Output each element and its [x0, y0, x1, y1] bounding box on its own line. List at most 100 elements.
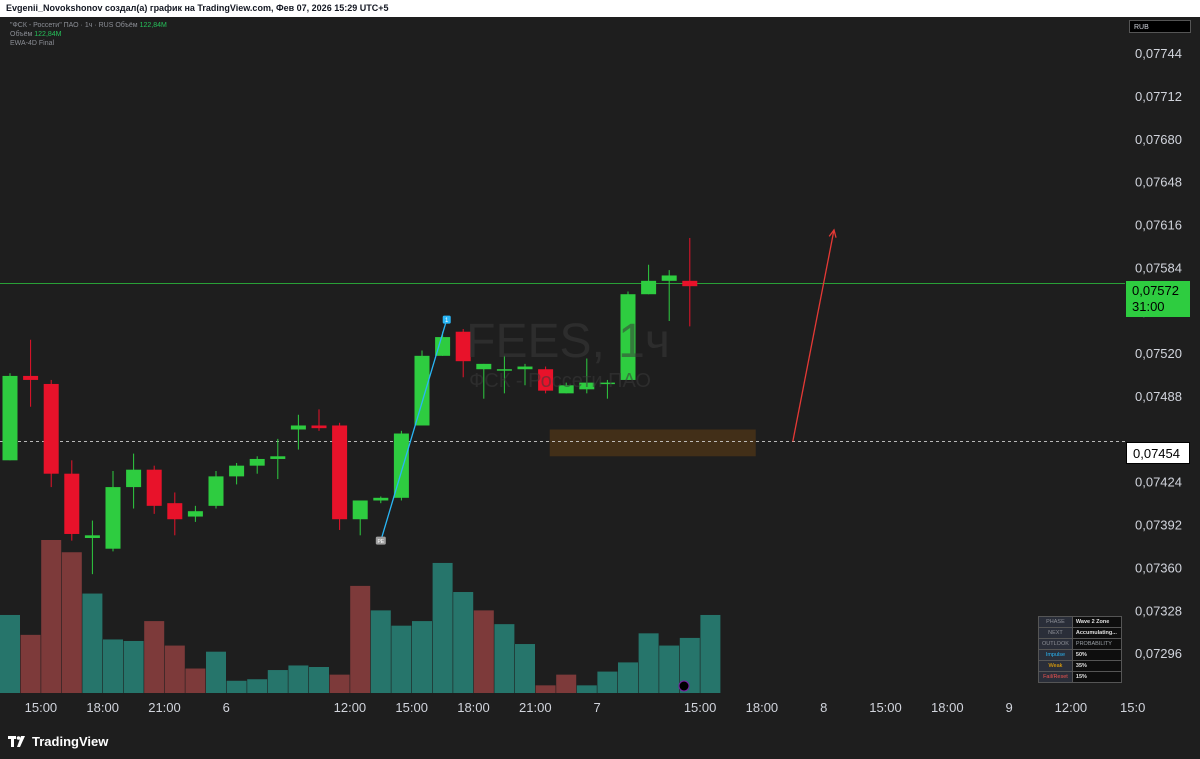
volume-bar — [123, 640, 144, 693]
price-tick-label: 0,07680 — [1135, 132, 1182, 147]
candle-body — [393, 433, 409, 498]
info-row-next: NEXT Accumulating... — [1038, 627, 1122, 639]
volume-bar — [576, 685, 597, 693]
candle-body — [538, 369, 554, 391]
candle-body — [682, 280, 698, 287]
volume-bar — [206, 651, 226, 693]
volume-bar — [391, 625, 412, 693]
volume-bar — [247, 679, 268, 693]
volume-bar — [432, 562, 453, 693]
price-tick-label: 0,07616 — [1135, 218, 1182, 233]
volume-bar — [329, 674, 350, 693]
volume-bar — [535, 685, 556, 693]
time-tick-label: 21:00 — [519, 700, 552, 715]
currency-badge[interactable]: RUB — [1129, 20, 1191, 33]
volume-bar — [82, 593, 103, 693]
candle-body — [249, 458, 265, 466]
info-table: PHASE Wave 2 Zone NEXT Accumulating... OUT… — [1038, 616, 1122, 683]
candle-body — [84, 535, 100, 538]
candle-body — [270, 456, 286, 459]
time-tick-label: 8 — [820, 700, 827, 715]
level-price-tag: 0,07454 — [1126, 442, 1190, 464]
target-zone — [549, 429, 756, 457]
watermark-symbol: FEES, 1ч — [466, 315, 670, 368]
candle-body — [517, 366, 533, 370]
tradingview-logo[interactable]: TradingView — [8, 734, 108, 749]
tradingview-brand: TradingView — [32, 734, 109, 749]
chart-area[interactable] — [0, 17, 1200, 722]
price-tick-label: 0,07520 — [1135, 346, 1182, 361]
volume-bar — [103, 639, 123, 693]
price-tick-label: 0,07648 — [1135, 175, 1182, 190]
volume-bar — [453, 592, 474, 693]
time-tick-label: 15:00 — [869, 700, 902, 715]
volume-bar — [164, 645, 185, 693]
candle-body — [23, 375, 39, 380]
wave-label-bottom-box — [375, 536, 386, 545]
volume-bar — [370, 610, 391, 693]
candle-body — [146, 469, 162, 506]
time-tick-label: 15:0 — [1120, 700, 1145, 715]
price-tick-label: 0,07296 — [1135, 646, 1182, 661]
time-tick-label: 7 — [593, 700, 600, 715]
watermark-name: ФСК - Россети ПАО — [469, 370, 651, 392]
volume-bar — [309, 666, 329, 693]
volume-bar — [515, 644, 535, 693]
chart-header: Evgenii_Novokshonov создал(а) график на … — [0, 0, 1200, 17]
price-tick-label: 0,07488 — [1135, 389, 1182, 404]
time-tick-label: 15:00 — [684, 700, 717, 715]
info-row-weak: Weak 35% — [1038, 660, 1122, 672]
volume-bar — [700, 614, 721, 693]
price-tick-label: 0,07424 — [1135, 475, 1182, 490]
time-tick-label: 18:00 — [746, 700, 779, 715]
volume-bar — [556, 674, 577, 693]
candle-body — [414, 355, 430, 426]
candle-body — [352, 500, 368, 520]
volume-bar — [185, 668, 206, 693]
volume-bar — [618, 662, 638, 693]
candle-body — [208, 476, 224, 506]
volume-bar — [61, 552, 82, 693]
legend-volume-value: 122,84M — [139, 22, 167, 29]
candle-body — [620, 294, 636, 380]
info-row-impulse: Impulse 50% — [1038, 649, 1122, 661]
price-tick-label: 0,07744 — [1135, 46, 1182, 61]
time-tick-label: 18:00 — [457, 700, 490, 715]
price-tick-label: 0,07712 — [1135, 89, 1182, 104]
volume-bar — [267, 670, 288, 693]
time-tick-label: 15:00 — [395, 700, 428, 715]
volume-bar — [638, 633, 659, 693]
volume-bar — [350, 585, 371, 693]
candle-body — [311, 425, 327, 429]
volume-bar — [494, 624, 515, 693]
volume-bar — [473, 610, 494, 693]
wave-label-top-box — [442, 315, 451, 324]
time-tick-label: 18:00 — [931, 700, 964, 715]
candle-body — [579, 382, 595, 390]
candle-body — [332, 425, 348, 520]
legend-line-1: "ФСК - Россети" ПАО · 1ч · RUS Объём 122… — [10, 22, 167, 29]
last-price-tag: 0,07572 31:00 — [1126, 281, 1190, 317]
price-tick-label: 0,07328 — [1135, 603, 1182, 618]
volume-bar — [679, 637, 700, 693]
volume-bar — [659, 645, 680, 693]
info-row-fail: Fail/Reset 15% — [1038, 671, 1122, 683]
candle-body — [661, 275, 677, 281]
candle-body — [455, 331, 471, 362]
wave-line — [380, 319, 448, 541]
candle-body — [373, 497, 389, 501]
candle-body — [187, 511, 203, 517]
info-row-phase: PHASE Wave 2 Zone — [1038, 616, 1122, 628]
candle-body — [105, 487, 121, 549]
price-tick-label: 0,07392 — [1135, 518, 1182, 533]
candle-body — [435, 337, 451, 356]
candle-body — [126, 469, 142, 488]
volume-bar — [0, 614, 20, 693]
candle-body — [290, 425, 306, 430]
volume-bar — [288, 665, 309, 693]
time-tick-label: 21:00 — [148, 700, 181, 715]
candle-body — [641, 280, 657, 295]
candle-body — [43, 383, 59, 474]
time-tick-label: 18:00 — [86, 700, 119, 715]
